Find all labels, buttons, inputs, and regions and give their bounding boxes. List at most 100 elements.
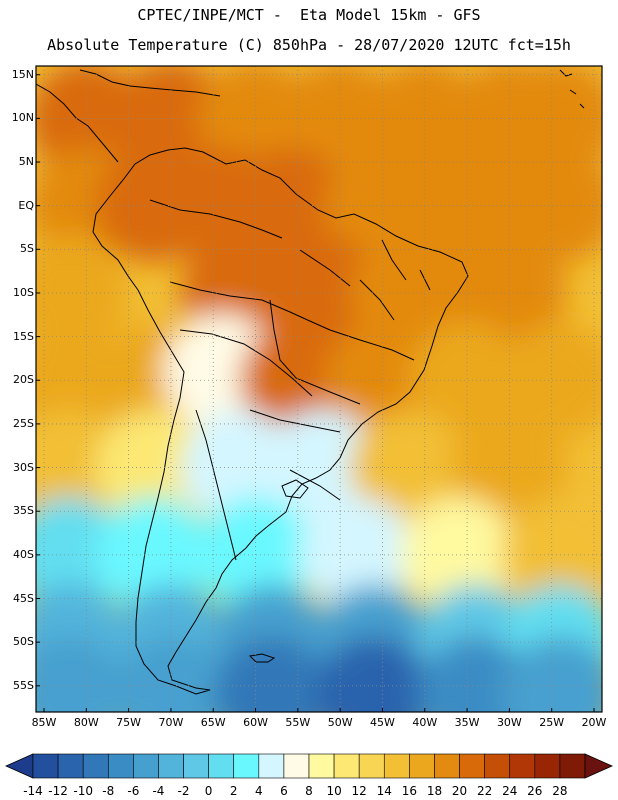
temperature-sample-16 bbox=[265, 234, 382, 351]
latitude-label: 10N bbox=[11, 111, 34, 125]
longitude-label: 25W bbox=[539, 716, 565, 729]
colorbar-swatch bbox=[358, 753, 385, 779]
longitude-label: 50W bbox=[327, 716, 353, 729]
colorbar-label: -12 bbox=[48, 784, 68, 798]
temperature-sample-27 bbox=[96, 409, 212, 526]
colorbar-swatch bbox=[509, 753, 536, 779]
temperature-sample-12 bbox=[409, 147, 526, 264]
temperature-sample-18 bbox=[451, 234, 568, 351]
colorbar-label: -14 bbox=[23, 784, 43, 798]
coastlines bbox=[36, 69, 585, 695]
temperature-sample-29 bbox=[265, 409, 382, 526]
colorbar-label: 4 bbox=[254, 784, 263, 798]
latitude-label: 45S bbox=[13, 591, 34, 605]
latitude-label: 40S bbox=[13, 547, 34, 561]
longitude-label: 45W bbox=[370, 716, 395, 729]
temperature-sample-6 bbox=[502, 66, 602, 177]
colorbar-swatch bbox=[333, 753, 360, 779]
colorbar-swatch bbox=[233, 753, 260, 779]
colorbar-swatch bbox=[82, 753, 109, 779]
latitude-label: 25S bbox=[13, 416, 34, 430]
colorbar-swatch bbox=[459, 753, 485, 779]
colorbar bbox=[5, 753, 613, 779]
colorbar-swatch bbox=[133, 753, 159, 779]
colorbar-swatch bbox=[158, 753, 184, 779]
colorbar-swatch bbox=[32, 753, 59, 779]
colorbar-right-arrow bbox=[584, 753, 613, 779]
latitude-label: 50S bbox=[13, 635, 34, 649]
colorbar-swatch bbox=[57, 753, 84, 779]
temperature-sample-35 bbox=[299, 496, 416, 613]
island-cluster bbox=[559, 69, 585, 109]
colorbar-swatch bbox=[484, 753, 511, 779]
colorbar-label: 6 bbox=[280, 784, 288, 798]
temperature-sample-47 bbox=[316, 636, 432, 712]
temperature-sample-31 bbox=[451, 409, 568, 526]
colorbar-label: 0 bbox=[204, 784, 213, 798]
colorbar-swatch bbox=[283, 753, 310, 779]
colorbar-label: 14 bbox=[376, 784, 392, 798]
colorbar-label: -8 bbox=[102, 784, 115, 798]
colorbar-label: 24 bbox=[502, 784, 518, 798]
colorbar-label: 12 bbox=[351, 784, 367, 798]
colorbar-label: 26 bbox=[527, 784, 543, 798]
temperature-sample-10 bbox=[231, 147, 348, 264]
temperature-sample-30 bbox=[349, 409, 466, 526]
temperature-sample-46 bbox=[214, 636, 331, 712]
south-america-coastline bbox=[92, 147, 469, 695]
colorbar-swatch bbox=[308, 753, 335, 779]
colorbar-label: 8 bbox=[305, 784, 313, 798]
latitude-label: 20S bbox=[13, 373, 34, 387]
caribbean-coastline bbox=[79, 69, 221, 97]
colorbar-label: 16 bbox=[401, 784, 417, 798]
map-frame bbox=[35, 65, 603, 713]
colorbar-label: 22 bbox=[476, 784, 493, 798]
falkland-islands bbox=[248, 653, 276, 663]
longitude-label: 85W bbox=[31, 716, 57, 729]
latitude-label: 5S bbox=[20, 242, 34, 256]
latitude-label: 15S bbox=[13, 329, 34, 343]
colorbar-swatch bbox=[434, 753, 460, 779]
latitude-label: 5N bbox=[18, 155, 34, 169]
colorbar-swatch bbox=[383, 753, 410, 779]
longitude-label: 75W bbox=[116, 716, 142, 729]
central-america-coastline bbox=[36, 83, 119, 163]
colorbar-label: -2 bbox=[177, 784, 190, 798]
temperature-sample-0 bbox=[36, 66, 145, 177]
latitude-label: 10S bbox=[13, 285, 34, 299]
temperature-field bbox=[36, 66, 602, 712]
latitude-label: 55S bbox=[13, 678, 34, 692]
latitude-label: EQ bbox=[18, 198, 34, 212]
colorbar-label: 28 bbox=[552, 784, 568, 798]
temperature-sample-1 bbox=[112, 66, 229, 177]
map-title-line-1: CPTEC/INPE/MCT - Eta Model 15km - GFS bbox=[137, 6, 481, 24]
temperature-sample-14 bbox=[36, 234, 128, 351]
state-borders bbox=[299, 239, 431, 361]
colorbar-swatch bbox=[107, 753, 134, 779]
colorbar-swatch bbox=[534, 753, 561, 779]
longitude-label: 70W bbox=[158, 716, 184, 729]
longitude-label: 60W bbox=[243, 716, 268, 729]
temperature-sample-4 bbox=[366, 66, 483, 177]
colorbar-swatch bbox=[208, 753, 235, 779]
colorbar-swatch bbox=[258, 753, 285, 779]
temperature-sample-28 bbox=[180, 409, 297, 526]
latitude-label: 35S bbox=[13, 504, 34, 518]
colorbar-label: 2 bbox=[229, 784, 238, 798]
longitude-label: 30W bbox=[496, 716, 522, 729]
colorbar-swatch bbox=[409, 753, 435, 779]
temperature-sample-23 bbox=[324, 322, 441, 439]
colorbar-label: -4 bbox=[152, 784, 165, 798]
temperature-sample-33 bbox=[96, 496, 212, 613]
temperature-sample-36 bbox=[400, 496, 517, 613]
lagoon bbox=[281, 479, 309, 499]
colorbar-label: -10 bbox=[73, 784, 93, 798]
colorbar-left-arrow bbox=[5, 753, 34, 779]
axis-ticks bbox=[36, 74, 595, 712]
colorbar-label: -6 bbox=[127, 784, 140, 798]
longitude-label: 55W bbox=[285, 716, 311, 729]
colorbar-label: 18 bbox=[426, 784, 443, 798]
temperature-sample-22 bbox=[239, 322, 356, 439]
longitude-label: 20W bbox=[581, 716, 607, 729]
colorbar-swatch bbox=[559, 753, 586, 779]
